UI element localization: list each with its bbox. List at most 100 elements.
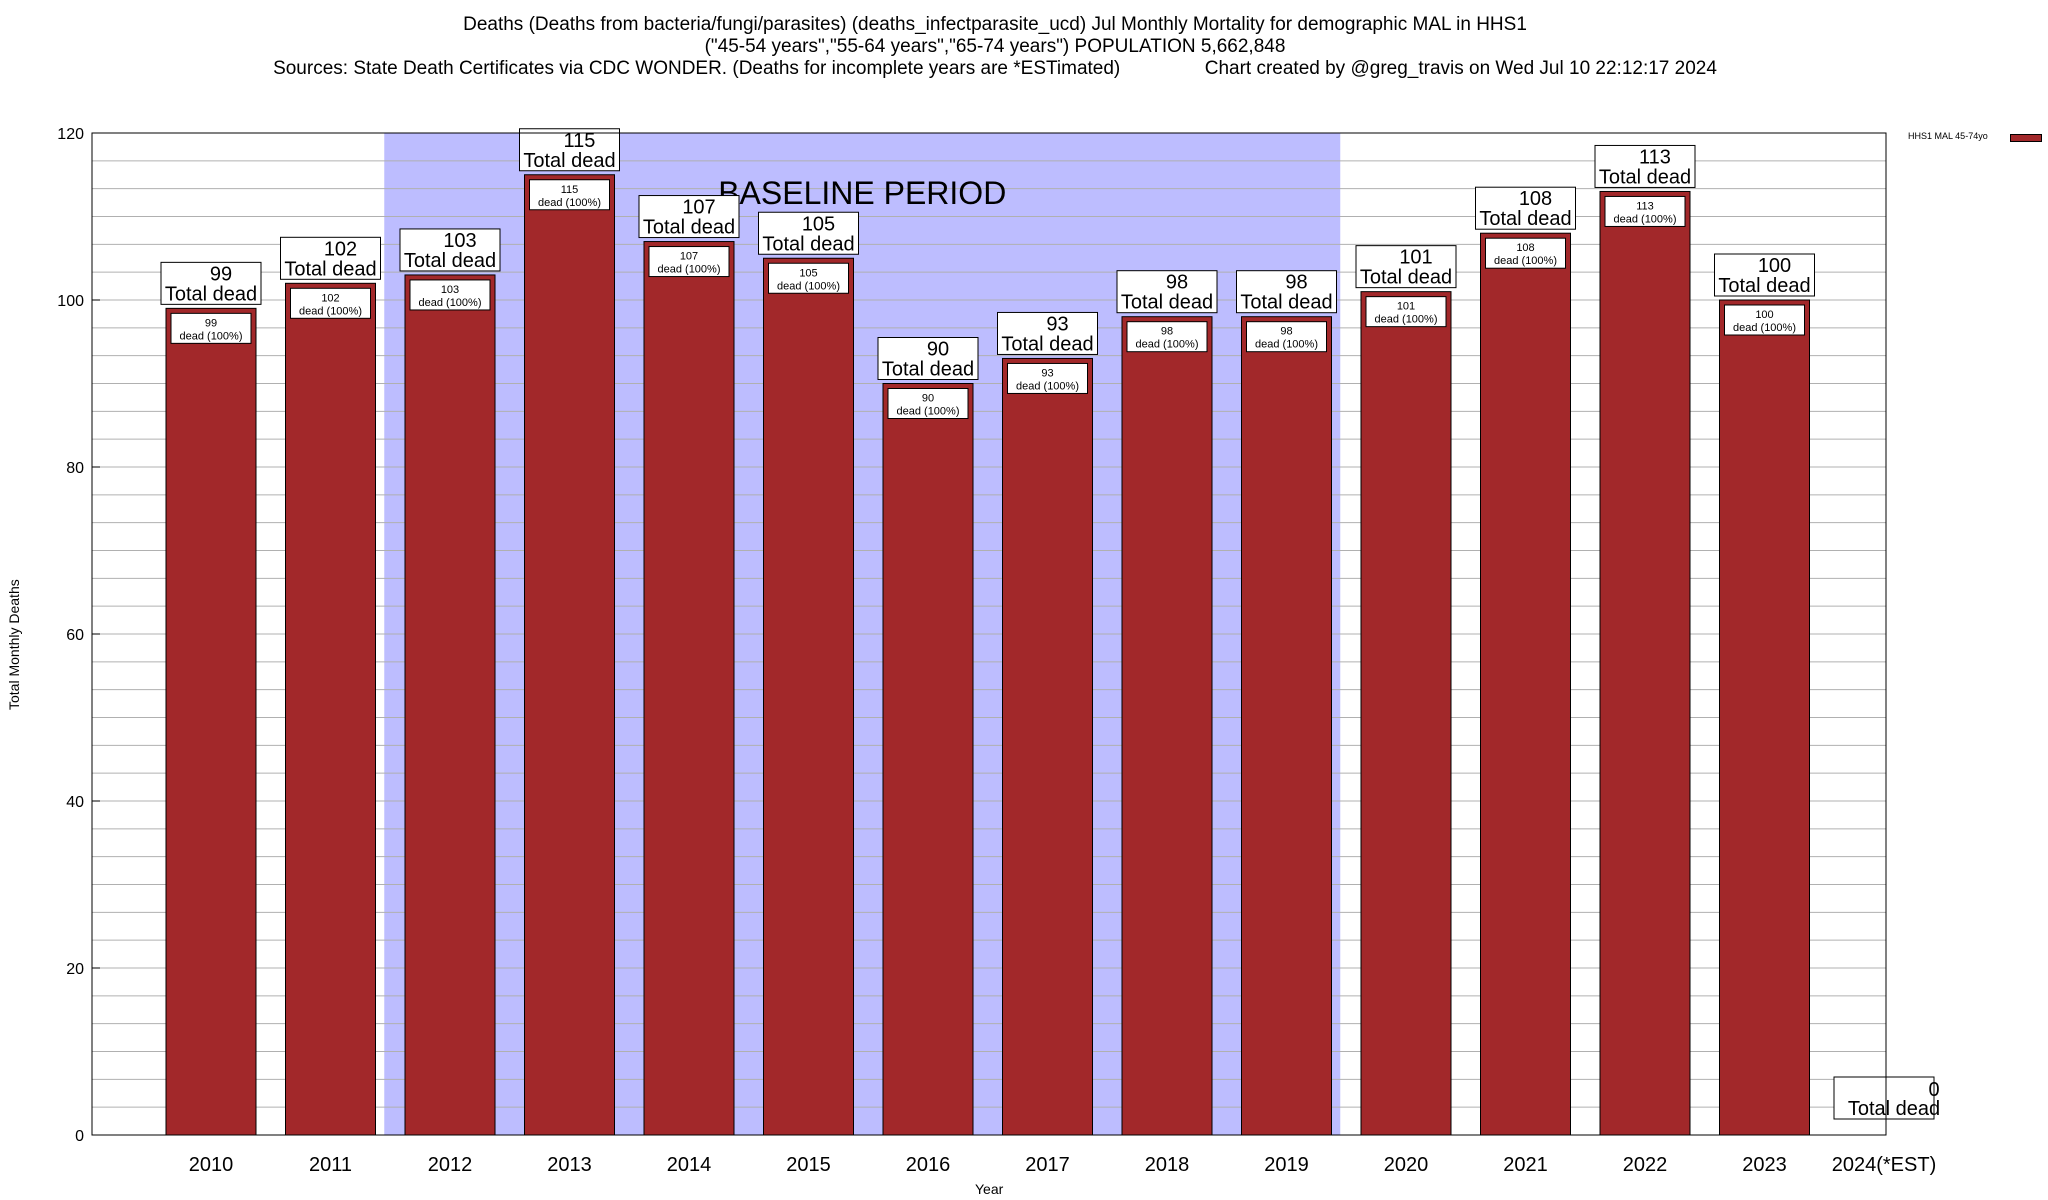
total-label-box bbox=[1833, 1076, 1935, 1120]
total-label-box bbox=[519, 128, 620, 172]
bar-inner-label: dead (100%) bbox=[419, 297, 482, 309]
total-value: 0 bbox=[1928, 1079, 1939, 1101]
total-label-box bbox=[399, 228, 501, 272]
bar-inner-label-box bbox=[409, 279, 491, 311]
bar-inner-value: 101 bbox=[1397, 301, 1415, 313]
total-label: Total dead bbox=[762, 233, 854, 255]
bar-inner-label: dead (100%) bbox=[1136, 339, 1199, 351]
bar-inner-label-box bbox=[1246, 321, 1327, 353]
bar-inner-label: dead (100%) bbox=[1016, 380, 1079, 392]
bar-inner-value: 98 bbox=[1280, 326, 1292, 338]
bar-inner-label: dead (100%) bbox=[180, 330, 243, 342]
total-label: Total dead bbox=[1240, 292, 1332, 314]
baseline-label: BASELINE PERIOD bbox=[718, 175, 1006, 211]
total-value: 105 bbox=[802, 213, 835, 235]
x-tick-label: 2023 bbox=[1742, 1154, 1787, 1176]
bar-inner-label: dead (100%) bbox=[1255, 339, 1318, 351]
bar bbox=[285, 282, 376, 1136]
total-value: 113 bbox=[1639, 146, 1671, 168]
total-label: Total dead bbox=[1121, 292, 1213, 314]
total-label-box bbox=[758, 211, 859, 255]
total-value: 100 bbox=[1758, 255, 1791, 277]
total-label: Total dead bbox=[643, 217, 735, 239]
y-tick-label: 60 bbox=[66, 627, 84, 644]
bar bbox=[1360, 291, 1452, 1136]
legend-label: HHS1 MAL 45-74yo bbox=[1908, 131, 1988, 141]
bar-inner-label: dead (100%) bbox=[1614, 213, 1677, 225]
bar-inner-label-box bbox=[1724, 304, 1805, 336]
bar-inner-value: 115 bbox=[561, 184, 579, 196]
total-label: Total dead bbox=[523, 150, 615, 172]
x-axis-label: Year bbox=[975, 1181, 1004, 1197]
total-label-box bbox=[160, 261, 262, 305]
total-label-box bbox=[638, 195, 740, 239]
title-line-2: ("45-54 years","55-64 years","65-74 year… bbox=[704, 36, 1286, 57]
x-tick-label: 2012 bbox=[428, 1154, 473, 1176]
total-label: Total dead bbox=[1599, 166, 1691, 188]
title-line-3: Sources: State Death Certificates via CD… bbox=[273, 58, 1717, 79]
total-value: 99 bbox=[210, 263, 232, 285]
bar-inner-label: dead (100%) bbox=[1494, 255, 1557, 267]
total-label: Total dead bbox=[165, 283, 257, 305]
total-value: 108 bbox=[1519, 188, 1552, 210]
bar-inner-value: 99 bbox=[205, 317, 217, 329]
x-tick-label: 2010 bbox=[189, 1154, 234, 1176]
total-label: Total dead bbox=[1479, 208, 1571, 230]
total-label: Total dead bbox=[1718, 275, 1810, 297]
total-label-box bbox=[1594, 144, 1696, 188]
x-tick-label: 2013 bbox=[547, 1154, 592, 1176]
total-label: Total dead bbox=[1360, 267, 1452, 289]
bar-inner-label-box bbox=[1365, 296, 1447, 328]
x-tick-label: 2014 bbox=[667, 1154, 712, 1176]
bar-inner-value: 98 bbox=[1161, 326, 1173, 338]
bar bbox=[1599, 190, 1691, 1136]
total-value: 115 bbox=[564, 130, 596, 152]
bar bbox=[1002, 357, 1093, 1136]
bar-inner-value: 105 bbox=[799, 267, 817, 279]
x-tick-label: 2022 bbox=[1623, 1154, 1668, 1176]
bar-inner-label-box bbox=[1485, 237, 1566, 269]
bar-inner-value: 100 bbox=[1755, 309, 1773, 321]
y-tick-label: 20 bbox=[66, 961, 84, 978]
total-label-box bbox=[1355, 245, 1457, 289]
bar bbox=[165, 307, 257, 1136]
bar-inner-label-box bbox=[529, 179, 610, 211]
total-value: 93 bbox=[1046, 313, 1068, 335]
x-tick-label: 2020 bbox=[1384, 1154, 1429, 1176]
bar-inner-label: dead (100%) bbox=[538, 197, 601, 209]
bar bbox=[524, 174, 615, 1136]
total-value: 102 bbox=[324, 238, 357, 260]
x-tick-label: 2024(*EST) bbox=[1832, 1154, 1937, 1176]
bar bbox=[1241, 316, 1332, 1136]
bar-inner-label-box bbox=[170, 312, 252, 344]
y-axis-label: Total Monthly Deaths bbox=[6, 579, 22, 710]
bar-inner-label: dead (100%) bbox=[1375, 314, 1438, 326]
total-value: 98 bbox=[1166, 272, 1188, 294]
bar bbox=[404, 274, 496, 1136]
bar-inner-value: 113 bbox=[1636, 200, 1654, 212]
chart-title: Deaths (Deaths from bacteria/fungi/paras… bbox=[0, 14, 1990, 80]
y-tick-label: 120 bbox=[57, 126, 84, 143]
bar bbox=[882, 383, 974, 1136]
bar bbox=[643, 241, 735, 1136]
x-tick-label: 2017 bbox=[1025, 1154, 1070, 1176]
bar-inner-value: 103 bbox=[441, 284, 459, 296]
legend-swatch bbox=[2010, 134, 2042, 142]
y-tick-label: 80 bbox=[66, 460, 84, 477]
bar-inner-label-box bbox=[648, 246, 730, 278]
bar-inner-label-box bbox=[290, 287, 371, 319]
total-value: 103 bbox=[443, 230, 476, 252]
bar-inner-value: 108 bbox=[1516, 242, 1534, 254]
total-label-box bbox=[1236, 270, 1337, 314]
total-label-box bbox=[1714, 253, 1815, 297]
x-tick-label: 2011 bbox=[309, 1154, 352, 1176]
total-label-box bbox=[997, 311, 1098, 355]
bar-inner-value: 93 bbox=[1041, 367, 1053, 379]
bar bbox=[763, 257, 854, 1136]
total-label-box bbox=[280, 236, 381, 280]
total-label: Total dead bbox=[882, 359, 974, 381]
y-tick-label: 40 bbox=[66, 794, 84, 811]
bar bbox=[1719, 299, 1810, 1136]
total-value: 107 bbox=[682, 197, 715, 219]
